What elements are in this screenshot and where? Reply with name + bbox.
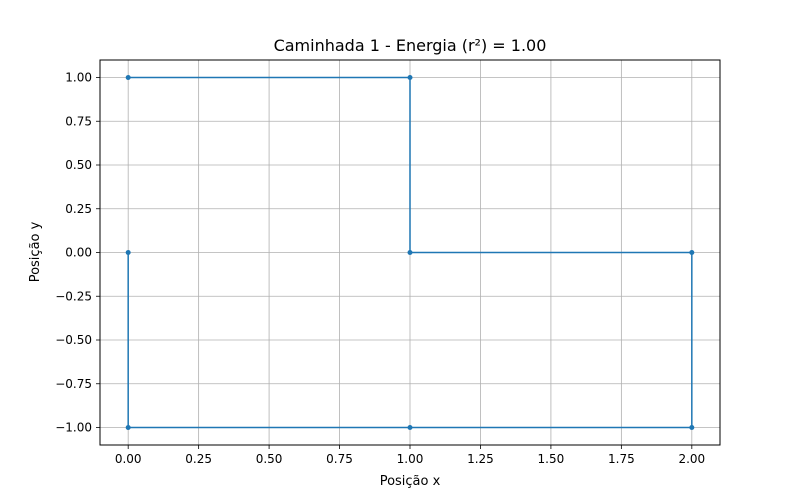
y-tick-label: 0.75 [65, 114, 92, 128]
y-tick-label: −0.50 [55, 333, 92, 347]
y-tick-label: −0.75 [55, 377, 92, 391]
x-tick-label: 1.75 [608, 452, 635, 466]
data-point [689, 250, 695, 255]
y-tick-label: 1.00 [65, 71, 92, 85]
data-point [125, 75, 131, 80]
x-axis-label: Posição x [380, 474, 441, 489]
x-tick-label: 0.75 [326, 452, 353, 466]
series-layer [125, 75, 695, 430]
x-tick-label: 2.00 [678, 452, 705, 466]
y-tick-label: 0.25 [65, 202, 92, 216]
x-tick-label: 1.00 [397, 452, 424, 466]
chart-title: Caminhada 1 - Energia (r²) = 1.00 [274, 36, 547, 55]
data-point [125, 250, 131, 255]
y-tick-label: −0.25 [55, 289, 92, 303]
y-ticks: −1.00 −0.75 −0.50 −0.25 0.00 0.25 0.50 0.75 1.00 [55, 71, 100, 435]
data-point [407, 75, 413, 80]
y-tick-label: −1.00 [55, 421, 92, 435]
x-tick-label: 0.50 [256, 452, 283, 466]
y-tick-label: 0.50 [65, 158, 92, 172]
data-point [407, 425, 413, 430]
data-point [125, 425, 131, 430]
x-tick-label: 1.25 [467, 452, 494, 466]
data-point [689, 425, 695, 430]
y-axis-label: Posição y [28, 221, 43, 282]
series-line [127, 76, 693, 429]
data-point [407, 250, 413, 255]
x-tick-label: 1.50 [538, 452, 565, 466]
x-tick-label: 0.25 [185, 452, 212, 466]
x-tick-label: 0.00 [115, 452, 142, 466]
y-tick-label: 0.00 [65, 246, 92, 260]
x-ticks: 0.00 0.25 0.50 0.75 1.00 1.25 1.50 1.75 2.00 [115, 445, 705, 466]
